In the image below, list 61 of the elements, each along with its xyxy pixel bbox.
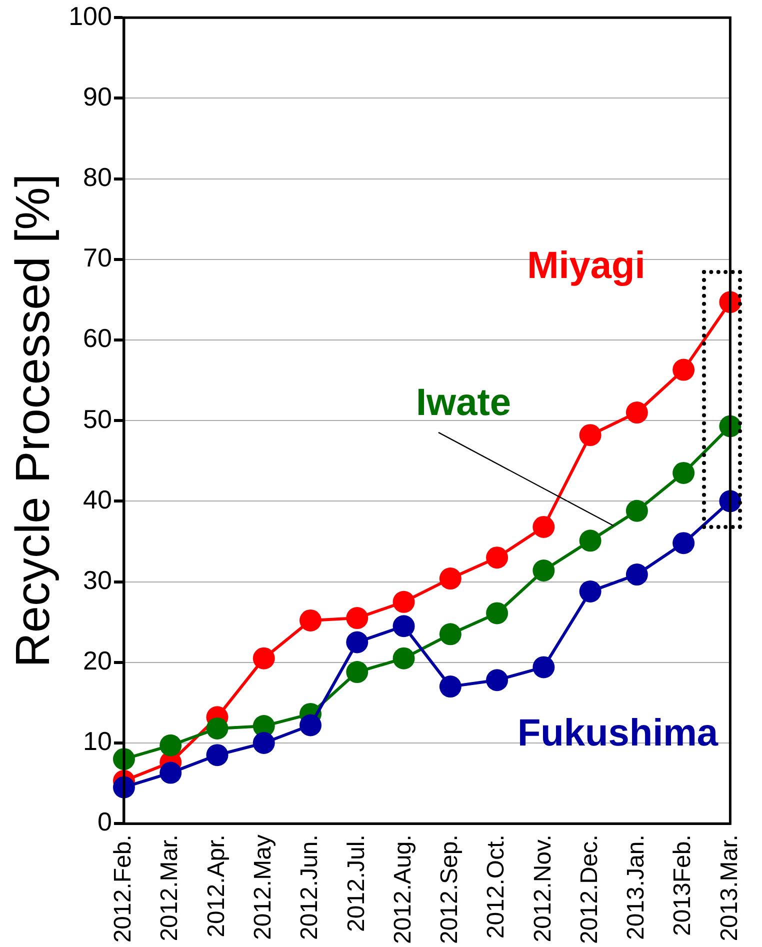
x-tick-label: 2012.Nov.	[529, 834, 556, 942]
x-tick-label: 2012.Oct.	[482, 834, 510, 939]
point	[439, 568, 462, 590]
point	[160, 734, 182, 756]
point	[346, 607, 368, 630]
point	[532, 656, 555, 678]
x-tick-label: 2012.Jun.	[296, 834, 324, 940]
y-tick-label: 80	[83, 162, 112, 192]
point	[579, 580, 602, 602]
point	[486, 546, 508, 569]
point	[532, 559, 555, 582]
point	[206, 744, 228, 766]
x-tick-label: 2013.Mar.	[716, 834, 743, 942]
x-tick-label: 2013.Jan.	[622, 834, 650, 940]
point	[300, 714, 322, 736]
x-tick-label: 2013Feb.	[669, 834, 696, 936]
point	[532, 516, 555, 538]
point	[439, 676, 462, 698]
y-tick-label: 30	[83, 564, 112, 595]
y-tick-label: 40	[83, 484, 112, 514]
series-label: Fukushima	[517, 712, 719, 754]
x-tick-label: 2012.Aug.	[389, 834, 416, 944]
point	[626, 500, 648, 522]
y-tick-label: 50	[83, 404, 112, 434]
x-tick-label: 2012.Sep.	[436, 834, 464, 944]
y-tick-label: 10	[83, 726, 112, 756]
point	[206, 717, 228, 740]
y-tick-label: 70	[83, 242, 112, 273]
y-tick-label: 60	[83, 323, 112, 354]
series-label: Miyagi	[527, 244, 646, 287]
point	[672, 462, 695, 484]
point	[300, 609, 322, 632]
x-tick-label: 2012.Jul.	[342, 834, 370, 932]
point	[392, 647, 415, 670]
point	[672, 532, 695, 554]
point	[626, 402, 648, 424]
x-tick-label: 2012.Apr.	[202, 834, 230, 938]
point	[252, 647, 275, 670]
point	[392, 590, 415, 613]
point	[579, 530, 602, 552]
x-tick-label: 2012.Dec.	[576, 834, 603, 944]
x-tick-label: 2012.Mar.	[156, 834, 184, 942]
point	[626, 564, 648, 586]
x-tick-label: 2012.Feb.	[110, 834, 137, 943]
point	[346, 661, 368, 684]
y-tick-label: 0	[98, 806, 112, 837]
point	[346, 631, 368, 654]
y-tick-label: 90	[83, 81, 112, 112]
point	[439, 623, 462, 646]
y-tick-label: 20	[83, 646, 112, 676]
text: Iwate	[416, 382, 511, 424]
point	[672, 358, 695, 381]
x-tick-label: 2012.May	[250, 834, 276, 940]
y-tick-label: 100	[68, 0, 112, 31]
point	[486, 602, 508, 624]
point	[486, 669, 508, 692]
point	[579, 424, 602, 446]
point	[252, 732, 275, 754]
point	[392, 615, 415, 638]
point	[160, 762, 182, 784]
y-axis-title: Recycle Processed [%]	[7, 174, 60, 668]
